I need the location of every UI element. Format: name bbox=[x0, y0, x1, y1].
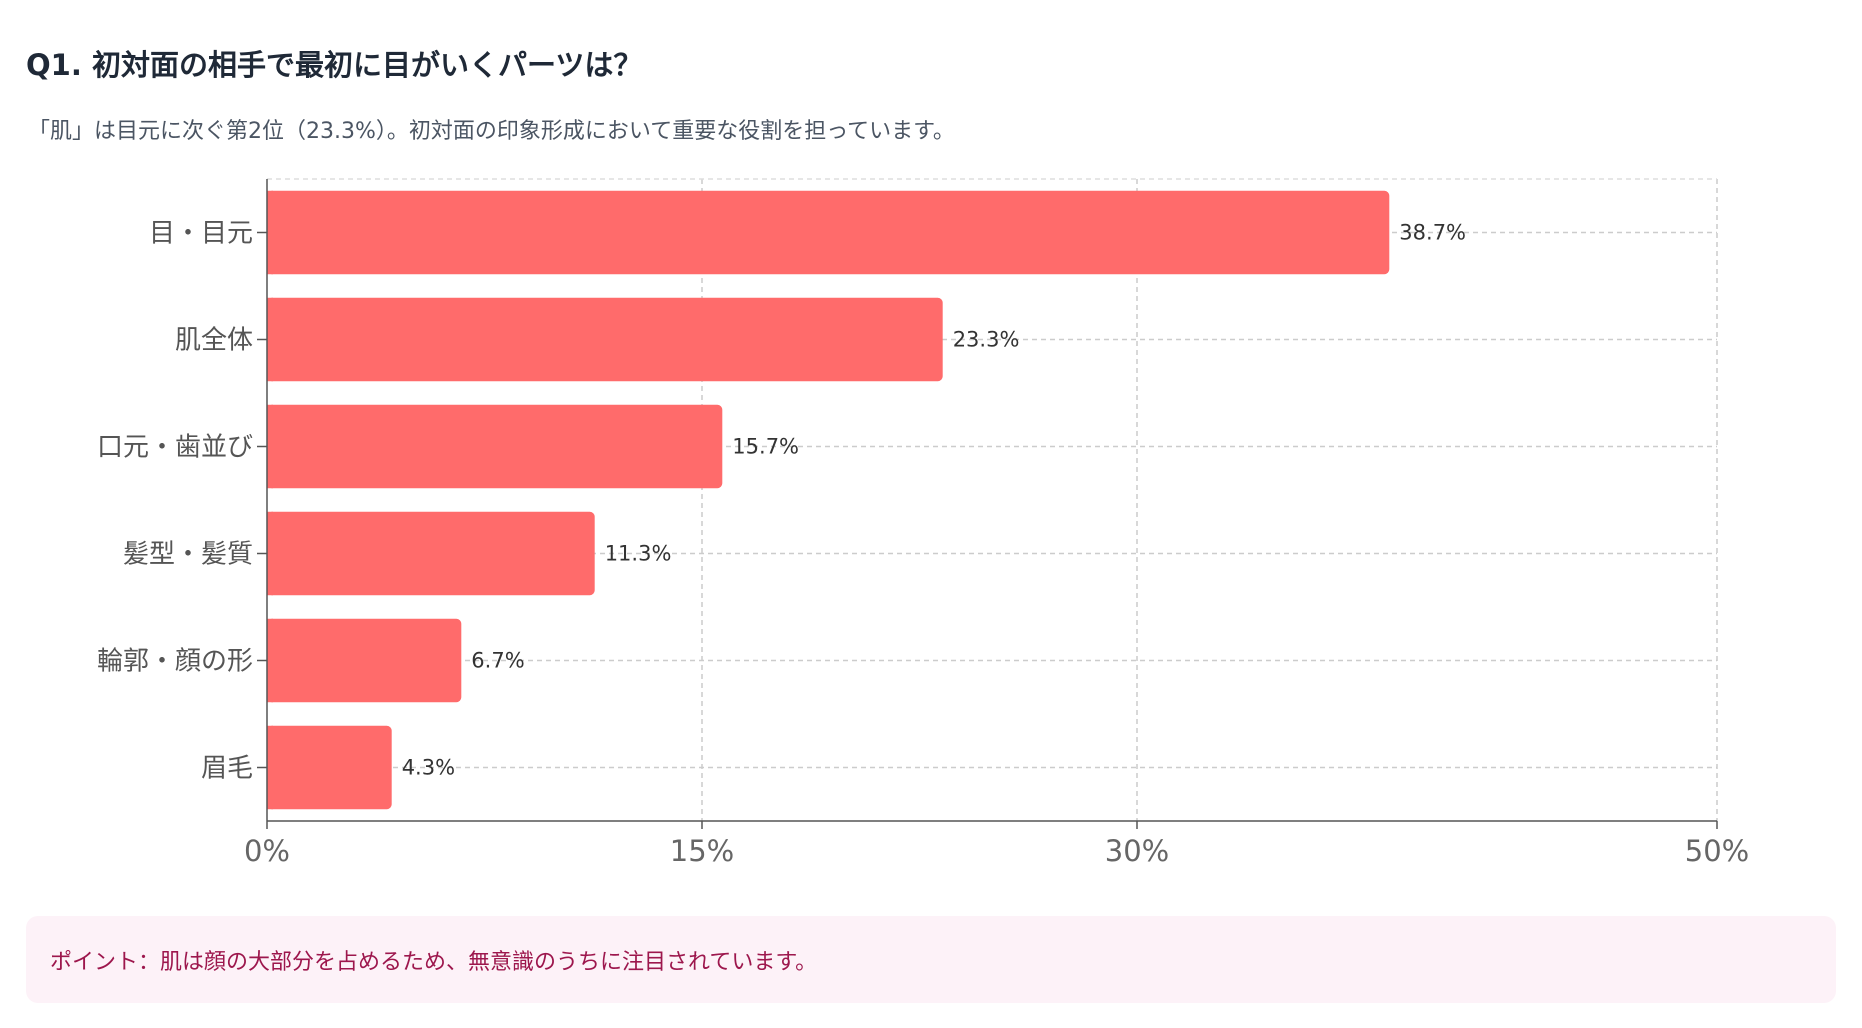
bar-square-edge bbox=[267, 190, 273, 275]
bar bbox=[267, 190, 1390, 275]
category-label: 髪型・髪質 bbox=[123, 540, 253, 570]
bar bbox=[267, 618, 462, 703]
bar-square-edge bbox=[267, 297, 273, 382]
insight-note: ポイント：肌は顔の大部分を占めるため、無意識のうちに注目されています。 bbox=[26, 916, 1836, 1003]
insight-note-text: ポイント：肌は顔の大部分を占めるため、無意識のうちに注目されています。 bbox=[50, 949, 818, 975]
bar bbox=[267, 725, 392, 810]
bar bbox=[267, 404, 723, 489]
bar bbox=[267, 511, 595, 596]
bar-square-edge bbox=[267, 725, 273, 810]
category-label: 目・目元 bbox=[149, 219, 253, 249]
x-tick-label: 30% bbox=[1105, 834, 1169, 868]
bar-chart: 38.7% 目・目元 23.3% 肌全体 15.7% 口元・歯並び 11.3% 髪型・髪質 6.… bbox=[97, 178, 1749, 868]
value-label: 23.3% bbox=[953, 328, 1020, 352]
x-tick-label: 50% bbox=[1685, 834, 1749, 868]
category-label: 輪郭・顔の形 bbox=[97, 647, 253, 677]
chart-title: Q1. 初対面の相手で最初に目がいくパーツは？ bbox=[26, 48, 643, 82]
chart-subtitle: 「肌」は目元に次ぐ第2位（23.3%）。初対面の印象形成において重要な役割を担っ… bbox=[28, 119, 955, 144]
bar-square-edge bbox=[267, 511, 273, 596]
value-label: 6.7% bbox=[471, 649, 524, 673]
value-label: 4.3% bbox=[402, 756, 455, 780]
category-label: 肌全体 bbox=[175, 326, 253, 356]
bar bbox=[267, 297, 943, 382]
x-tick-label: 0% bbox=[244, 834, 290, 868]
bar-square-edge bbox=[267, 618, 273, 703]
category-label: 眉毛 bbox=[201, 754, 253, 784]
value-label: 38.7% bbox=[1399, 221, 1466, 245]
value-label: 11.3% bbox=[605, 542, 672, 566]
bar-square-edge bbox=[267, 404, 273, 489]
value-label: 15.7% bbox=[732, 435, 799, 459]
category-label: 口元・歯並び bbox=[97, 433, 253, 463]
x-tick-label: 15% bbox=[670, 834, 734, 868]
